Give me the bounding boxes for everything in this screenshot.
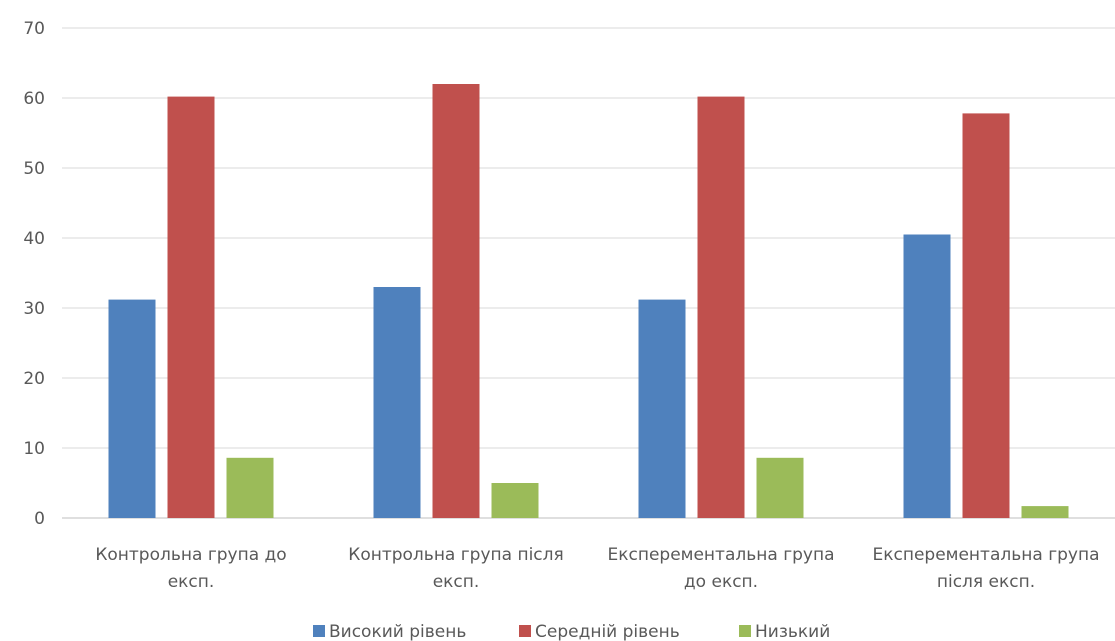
y-tick-label: 50 xyxy=(23,159,45,179)
bar-1-1 xyxy=(108,299,156,518)
y-tick-label: 60 xyxy=(23,89,45,109)
bar-1-2 xyxy=(373,287,421,518)
legend-swatch xyxy=(519,625,531,637)
x-tick-label: Контрольна група після xyxy=(348,545,564,565)
bar-3-1 xyxy=(226,457,274,518)
y-tick-label: 20 xyxy=(23,369,45,389)
x-tick-label: Експерементальна група xyxy=(872,545,1099,565)
bar-1-3 xyxy=(638,299,686,518)
legend-label: Низький xyxy=(755,622,830,641)
y-tick-label: 40 xyxy=(23,229,45,249)
legend-swatch xyxy=(313,625,325,637)
y-axis: 0 10 20 30 40 50 60 70 xyxy=(23,19,45,529)
legend: Високий рівень Середній рівень Низький xyxy=(313,622,830,641)
y-tick-label: 70 xyxy=(23,19,45,39)
x-tick-label: Контрольна група до xyxy=(95,545,286,565)
x-tick-label: Експерементальна група xyxy=(607,545,834,565)
bar-3-2 xyxy=(491,483,539,518)
bars xyxy=(108,84,1069,519)
bar-3-4 xyxy=(1021,506,1069,518)
y-tick-label: 10 xyxy=(23,439,45,459)
bar-1-4 xyxy=(903,234,951,518)
legend-label: Середній рівень xyxy=(535,622,680,641)
legend-label: Високий рівень xyxy=(329,622,466,641)
x-tick-label: експ. xyxy=(433,572,480,592)
y-tick-label: 0 xyxy=(34,509,45,529)
bar-2-3 xyxy=(697,96,745,518)
legend-swatch xyxy=(739,625,751,637)
x-tick-label: після експ. xyxy=(937,572,1035,592)
x-tick-label: до експ. xyxy=(684,572,758,592)
y-tick-label: 30 xyxy=(23,299,45,319)
bar-2-1 xyxy=(167,96,215,518)
bar-2-2 xyxy=(432,84,480,518)
gridlines xyxy=(62,27,1115,519)
x-tick-label: експ. xyxy=(168,572,215,592)
bar-3-3 xyxy=(756,457,804,518)
bar-2-4 xyxy=(962,113,1010,519)
x-axis: Контрольна група до експ. Контрольна група… xyxy=(95,545,1099,592)
